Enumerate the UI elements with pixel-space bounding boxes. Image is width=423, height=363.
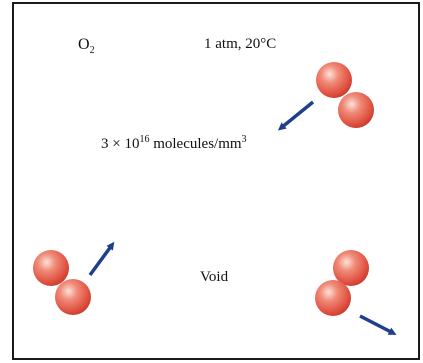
void-label: Void — [200, 269, 229, 285]
oxygen-atom — [55, 279, 91, 315]
conditions-label: 1 atm, 20°C — [204, 36, 277, 52]
oxygen-atom — [333, 250, 369, 286]
oxygen-atom — [315, 280, 351, 316]
velocity-arrow — [277, 100, 315, 131]
molecular-density-label: 3 × 1016 molecules/mm3 — [101, 134, 247, 152]
oxygen-molecule-top-right — [277, 62, 374, 131]
gas-formula-label: O2 — [78, 36, 95, 57]
velocity-arrow — [359, 314, 397, 335]
diagram-frame — [12, 2, 420, 360]
oxygen-molecule-bottom-right — [315, 250, 397, 335]
oxygen-molecule-bottom-left — [33, 241, 115, 315]
oxygen-atom — [338, 92, 374, 128]
velocity-arrow — [88, 241, 115, 277]
oxygen-atom — [316, 62, 352, 98]
oxygen-atom — [33, 250, 69, 286]
